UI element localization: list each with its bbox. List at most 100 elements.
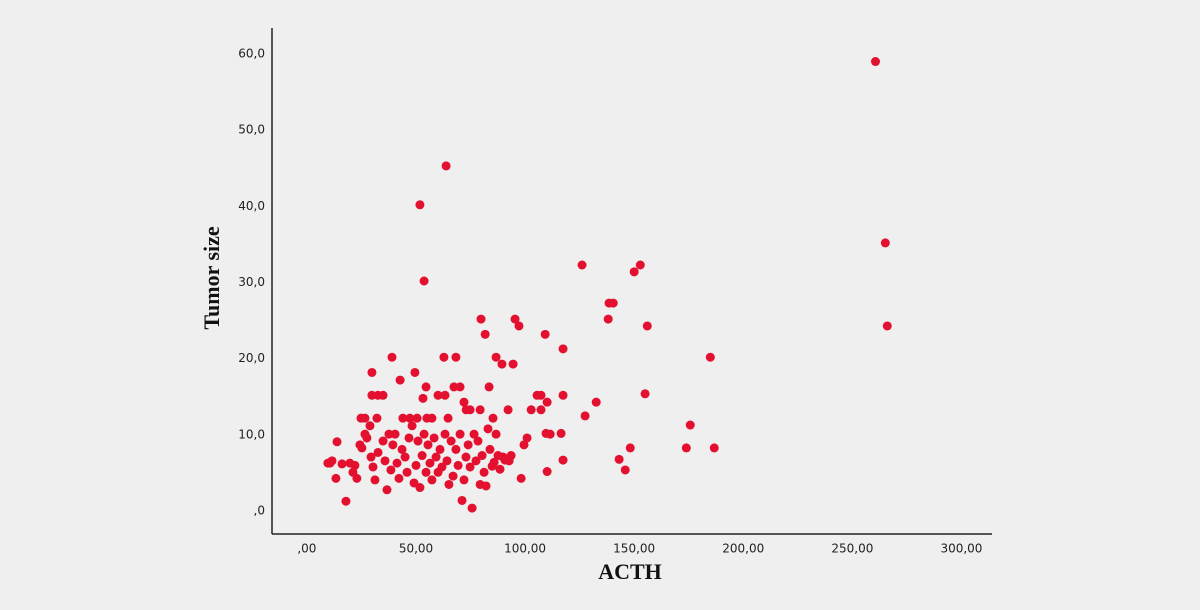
point bbox=[425, 458, 435, 468]
y-tick-label: 50,0 bbox=[238, 123, 265, 137]
point bbox=[526, 405, 536, 415]
x-tick-label: 50,00 bbox=[399, 542, 433, 556]
point bbox=[419, 429, 429, 439]
point bbox=[388, 440, 398, 450]
point bbox=[514, 321, 524, 331]
point bbox=[415, 200, 425, 210]
point bbox=[431, 452, 441, 462]
point bbox=[463, 440, 473, 450]
point bbox=[441, 161, 451, 171]
point bbox=[387, 352, 397, 362]
point bbox=[444, 479, 454, 489]
point bbox=[467, 503, 477, 513]
y-tick-label: 10,0 bbox=[238, 427, 265, 441]
point bbox=[417, 451, 427, 461]
point bbox=[370, 475, 380, 485]
point bbox=[614, 454, 624, 464]
point bbox=[558, 390, 568, 400]
point bbox=[415, 483, 425, 493]
point bbox=[378, 390, 388, 400]
point bbox=[350, 460, 360, 470]
point bbox=[506, 451, 516, 461]
point bbox=[357, 443, 367, 453]
point bbox=[485, 444, 495, 454]
point bbox=[439, 352, 449, 362]
point bbox=[433, 390, 443, 400]
x-tick-label: 300,00 bbox=[940, 542, 982, 556]
x-tick-label: 200,00 bbox=[722, 542, 764, 556]
point bbox=[459, 397, 469, 407]
point bbox=[488, 413, 498, 423]
point bbox=[469, 429, 479, 439]
point bbox=[451, 444, 461, 454]
point bbox=[519, 440, 529, 450]
point bbox=[556, 428, 566, 438]
point bbox=[440, 429, 450, 439]
point bbox=[331, 473, 341, 483]
point bbox=[870, 57, 880, 67]
point bbox=[448, 471, 458, 481]
point bbox=[348, 467, 358, 477]
point bbox=[497, 359, 507, 369]
point bbox=[392, 458, 402, 468]
y-tick-label: ,0 bbox=[254, 504, 265, 518]
y-tick-label: 30,0 bbox=[238, 275, 265, 289]
point bbox=[356, 413, 366, 423]
point bbox=[382, 485, 392, 495]
point bbox=[407, 421, 417, 431]
point bbox=[402, 467, 412, 477]
point bbox=[580, 411, 590, 421]
point bbox=[323, 458, 333, 468]
point bbox=[709, 443, 719, 453]
point bbox=[446, 436, 456, 446]
point bbox=[337, 459, 347, 469]
point bbox=[484, 382, 494, 392]
point bbox=[510, 314, 520, 324]
point bbox=[421, 382, 431, 392]
point bbox=[366, 452, 376, 462]
point bbox=[476, 314, 486, 324]
y-axis-title: Tumor size bbox=[199, 226, 224, 330]
x-tick-label: 250,00 bbox=[831, 542, 873, 556]
point bbox=[440, 390, 450, 400]
x-axis-title: ACTH bbox=[598, 559, 662, 584]
point bbox=[419, 276, 429, 286]
point bbox=[558, 455, 568, 465]
point bbox=[367, 367, 377, 377]
point bbox=[437, 462, 447, 472]
point bbox=[451, 352, 461, 362]
x-tick-label: 100,00 bbox=[504, 542, 546, 556]
point bbox=[405, 413, 415, 423]
point bbox=[362, 433, 372, 443]
point bbox=[475, 405, 485, 415]
point bbox=[705, 352, 715, 362]
point bbox=[477, 451, 487, 461]
point bbox=[489, 457, 499, 467]
point bbox=[373, 447, 383, 457]
point bbox=[480, 329, 490, 339]
point bbox=[542, 467, 552, 477]
x-tick-label: 150,00 bbox=[613, 542, 655, 556]
point bbox=[455, 429, 465, 439]
point bbox=[398, 413, 408, 423]
point bbox=[413, 436, 423, 446]
point bbox=[395, 375, 405, 385]
point bbox=[427, 413, 437, 423]
point bbox=[479, 467, 489, 477]
point bbox=[341, 496, 351, 506]
point bbox=[418, 393, 428, 403]
point bbox=[390, 429, 400, 439]
point bbox=[540, 329, 550, 339]
point bbox=[542, 397, 552, 407]
point bbox=[404, 433, 414, 443]
point bbox=[471, 456, 481, 466]
x-tick-label: ,00 bbox=[297, 542, 316, 556]
point bbox=[455, 382, 465, 392]
point bbox=[400, 452, 410, 462]
point bbox=[459, 475, 469, 485]
point bbox=[442, 456, 452, 466]
point bbox=[495, 464, 505, 474]
point bbox=[481, 481, 491, 491]
point bbox=[410, 367, 420, 377]
